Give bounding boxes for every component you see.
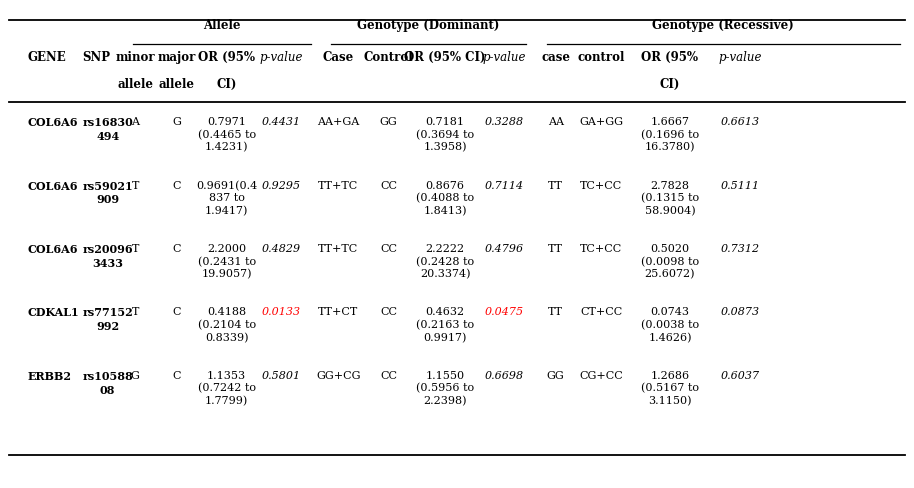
Text: 0.9691(0.4
837 to
1.9417): 0.9691(0.4 837 to 1.9417) [196, 181, 258, 216]
Text: major: major [157, 51, 196, 64]
Text: 0.6037: 0.6037 [721, 371, 760, 381]
Text: 1.1353
(0.7242 to
1.7799): 1.1353 (0.7242 to 1.7799) [197, 371, 256, 407]
Text: rs20096
3433: rs20096 3433 [82, 244, 133, 269]
Text: 0.4796: 0.4796 [485, 244, 524, 254]
Text: COL6A6: COL6A6 [27, 181, 78, 192]
Text: 0.3288: 0.3288 [485, 117, 524, 127]
Text: allele: allele [117, 78, 154, 91]
Text: p-value: p-value [483, 51, 526, 64]
Text: AA+GA: AA+GA [317, 117, 359, 127]
Text: COL6A6: COL6A6 [27, 244, 78, 255]
Text: TT+TC: TT+TC [318, 181, 358, 190]
Text: 0.4632
(0.2163 to
0.9917): 0.4632 (0.2163 to 0.9917) [416, 307, 474, 343]
Text: Control: Control [364, 51, 413, 64]
Text: Genotype (Dominant): Genotype (Dominant) [357, 19, 500, 32]
Text: Case: Case [323, 51, 354, 64]
Text: 1.6667
(0.1696 to
16.3780): 1.6667 (0.1696 to 16.3780) [641, 117, 699, 153]
Text: 0.5801: 0.5801 [262, 371, 301, 381]
Text: CG+CC: CG+CC [579, 371, 623, 381]
Text: TT+TC: TT+TC [318, 244, 358, 254]
Text: 1.2686
(0.5167 to
3.1150): 1.2686 (0.5167 to 3.1150) [641, 371, 699, 407]
Text: p-value: p-value [718, 51, 762, 64]
Text: Genotype (Recessive): Genotype (Recessive) [652, 19, 794, 32]
Text: TC+CC: TC+CC [580, 181, 622, 190]
Text: TT: TT [548, 307, 563, 317]
Text: A: A [132, 117, 139, 127]
Text: 0.0873: 0.0873 [721, 307, 760, 317]
Text: rs59021
909: rs59021 909 [82, 181, 133, 205]
Text: GA+GG: GA+GG [579, 117, 623, 127]
Text: T: T [132, 307, 139, 317]
Text: T: T [132, 244, 139, 254]
Text: 2.2222
(0.2428 to
20.3374): 2.2222 (0.2428 to 20.3374) [416, 244, 474, 280]
Text: 0.0475: 0.0475 [485, 307, 524, 317]
Text: GENE: GENE [27, 51, 66, 64]
Text: TT+CT: TT+CT [318, 307, 358, 317]
Text: G: G [131, 371, 140, 381]
Text: 0.4829: 0.4829 [262, 244, 301, 254]
Text: 0.7971
(0.4465 to
1.4231): 0.7971 (0.4465 to 1.4231) [197, 117, 256, 153]
Text: allele: allele [158, 78, 195, 91]
Text: TT: TT [548, 181, 563, 190]
Text: CC: CC [380, 371, 397, 381]
Text: 0.0133: 0.0133 [262, 307, 301, 317]
Text: GG: GG [547, 371, 565, 381]
Text: 0.4431: 0.4431 [262, 117, 301, 127]
Text: 0.5020
(0.0098 to
25.6072): 0.5020 (0.0098 to 25.6072) [641, 244, 699, 280]
Text: TT: TT [548, 244, 563, 254]
Text: 0.6698: 0.6698 [485, 371, 524, 381]
Text: TC+CC: TC+CC [580, 244, 622, 254]
Text: OR (95%: OR (95% [198, 51, 255, 64]
Text: minor: minor [115, 51, 155, 64]
Text: 0.7181
(0.3694 to
1.3958): 0.7181 (0.3694 to 1.3958) [416, 117, 474, 153]
Text: 1.1550
(0.5956 to
2.2398): 1.1550 (0.5956 to 2.2398) [416, 371, 474, 407]
Text: OR (95%: OR (95% [642, 51, 698, 64]
Text: CC: CC [380, 244, 397, 254]
Text: rs77152
992: rs77152 992 [82, 307, 133, 332]
Text: p-value: p-value [260, 51, 303, 64]
Text: case: case [541, 51, 570, 64]
Text: OR (95% CI): OR (95% CI) [404, 51, 486, 64]
Text: CT+CC: CT+CC [580, 307, 622, 317]
Text: CI): CI) [217, 78, 237, 91]
Text: 0.9295: 0.9295 [262, 181, 301, 190]
Text: 0.7114: 0.7114 [485, 181, 524, 190]
Text: SNP: SNP [82, 51, 111, 64]
Text: T: T [132, 181, 139, 190]
Text: 0.6613: 0.6613 [721, 117, 760, 127]
Text: C: C [172, 244, 181, 254]
Text: CDKAL1: CDKAL1 [27, 307, 79, 319]
Text: GG+CG: GG+CG [316, 371, 360, 381]
Text: 0.5111: 0.5111 [721, 181, 760, 190]
Text: C: C [172, 181, 181, 190]
Text: rs10588
08: rs10588 08 [82, 371, 133, 396]
Text: C: C [172, 307, 181, 317]
Text: 0.0743
(0.0038 to
1.4626): 0.0743 (0.0038 to 1.4626) [641, 307, 699, 343]
Text: GG: GG [379, 117, 398, 127]
Text: ERBB2: ERBB2 [27, 371, 71, 382]
Text: rs16830
494: rs16830 494 [82, 117, 133, 142]
Text: CI): CI) [660, 78, 680, 91]
Text: Allele: Allele [203, 19, 241, 32]
Text: control: control [578, 51, 625, 64]
Text: CC: CC [380, 307, 397, 317]
Text: 2.2000
(0.2431 to
19.9057): 2.2000 (0.2431 to 19.9057) [197, 244, 256, 280]
Text: 0.8676
(0.4088 to
1.8413): 0.8676 (0.4088 to 1.8413) [416, 181, 474, 216]
Text: CC: CC [380, 181, 397, 190]
Text: 2.7828
(0.1315 to
58.9004): 2.7828 (0.1315 to 58.9004) [641, 181, 699, 216]
Text: 0.7312: 0.7312 [721, 244, 760, 254]
Text: COL6A6: COL6A6 [27, 117, 78, 128]
Text: C: C [172, 371, 181, 381]
Text: G: G [172, 117, 181, 127]
Text: 0.4188
(0.2104 to
0.8339): 0.4188 (0.2104 to 0.8339) [197, 307, 256, 343]
Text: AA: AA [547, 117, 564, 127]
